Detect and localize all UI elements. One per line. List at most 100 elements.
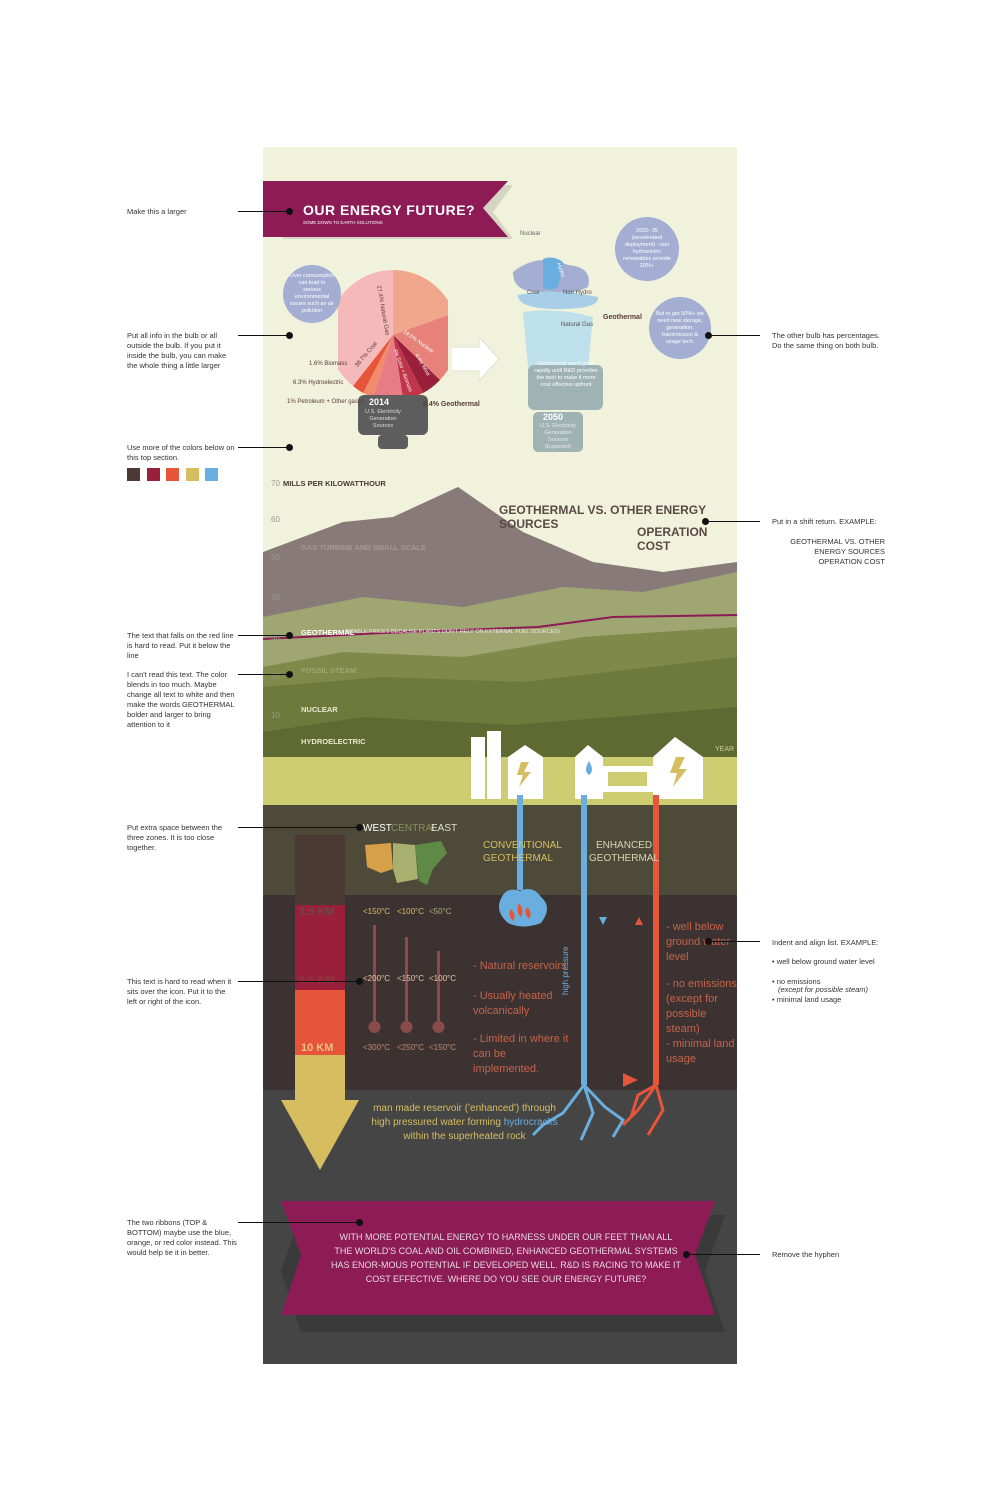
zone-west: WEST xyxy=(363,823,392,834)
leader-line xyxy=(238,635,288,636)
leader-line xyxy=(238,674,288,675)
y-tick-10: 10 xyxy=(271,711,280,720)
leader-line xyxy=(708,335,760,336)
depth-arrow xyxy=(281,835,359,1170)
swatch-orange-red xyxy=(166,468,179,481)
y-tick-70: 70 xyxy=(271,479,280,488)
bottom-ribbon-text: WITH MORE POTENTIAL ENERGY TO HARNESS UN… xyxy=(331,1232,681,1284)
bulb-2014 xyxy=(338,270,448,449)
swatch-brown xyxy=(127,468,140,481)
swatch-gold xyxy=(186,468,199,481)
poster-title: OUR ENERGY FUTURE? xyxy=(303,202,476,218)
zone-east: EAST xyxy=(431,823,458,834)
temp-top-central: <100°C xyxy=(397,907,424,916)
leader-dot xyxy=(356,1219,363,1226)
leader-dot xyxy=(286,632,293,639)
enhanced-label: ENHANCED GEOTHERMAL xyxy=(589,840,660,864)
y-tick-20: 20 xyxy=(271,672,280,681)
depth-3-5: 3.5 KM xyxy=(299,906,335,918)
leader-line xyxy=(238,981,358,982)
note-indent-item-3: • minimal land usage xyxy=(772,995,842,1004)
bulb-2014-caption: U.S. Electricity Generation Sources xyxy=(365,409,401,429)
bulb-2050 xyxy=(513,257,603,452)
label-non-hydro-2050: Non Hydro xyxy=(563,290,592,296)
band-label-fossil: FOSSIL STEAM xyxy=(301,666,357,675)
depth-10: 10 KM xyxy=(301,1042,334,1054)
enhanced-bullet-2: - no emissions (except for possible stea… xyxy=(666,978,737,1035)
bulb-2050-year: 2050 xyxy=(543,412,564,422)
label-natural-gas-2050: Natural Gas xyxy=(561,322,594,328)
temp-bottom-west: <300°C xyxy=(363,1043,390,1052)
reservoir-text-1: man made reservoir ('enhanced') through xyxy=(373,1103,556,1114)
conventional-bullet-3: - Limited in where it can be implemented… xyxy=(473,1033,569,1075)
label-nuclear-2050: Nuclear xyxy=(520,231,541,237)
temp-mid-east: <100°C xyxy=(429,974,456,983)
leader-dot xyxy=(356,978,363,985)
leader-line xyxy=(238,827,358,828)
leader-line xyxy=(705,521,760,522)
label-geothermal-2050: Geothermal xyxy=(603,314,642,321)
note-indent-item-1: • well below ground water level xyxy=(772,957,875,966)
enhanced-bullet-3: - minimal land usage xyxy=(666,1038,735,1065)
label-coal-2050: Coal xyxy=(527,290,540,296)
note-red-line: The text that falls on the red line is h… xyxy=(127,631,234,660)
note-colors: Use more of the colors below on this top… xyxy=(127,443,235,462)
temp-bottom-east: <150°C xyxy=(429,1043,456,1052)
note-indent-item-2b: (except for possible steam) xyxy=(778,985,869,994)
band-label-hydro: HYDROELECTRIC xyxy=(301,737,366,746)
swatch-blue xyxy=(205,468,218,481)
note-hard-icon: This text is hard to read when it sits o… xyxy=(127,977,232,1006)
note-other-bulb: The other bulb has percentages. Do the s… xyxy=(772,331,880,350)
reservoir-text-3: within the superheated rock xyxy=(403,1131,526,1142)
band-label-geothermal-note: (STABLE PRICES BECAUSE PLANTS DON'T RELY… xyxy=(345,629,560,635)
temp-mid-west: <200°C xyxy=(363,974,390,983)
note-indent: Indent and align list. EXAMPLE: xyxy=(772,938,879,947)
temp-mid-central: <150°C xyxy=(397,974,424,983)
bulb-2014-bubble: Over consumption can lead to serious env… xyxy=(283,265,341,323)
bottom-ribbon xyxy=(281,1201,725,1332)
chart-title-line2: OPERATION COST xyxy=(637,525,708,553)
conventional-bullet-2: - Usually heated volcanically xyxy=(473,990,553,1017)
band-label-gas: GAS TURBINE AND SMALL SCALE xyxy=(301,543,427,552)
y-tick-40: 40 xyxy=(271,593,280,602)
infographic-poster: OUR ENERGY FUTURE? SOME DOWN TO EARTH SO… xyxy=(263,147,737,1364)
power-plants xyxy=(471,731,703,799)
reservoir-hydrocracks: hydrocracks xyxy=(503,1117,558,1128)
bulb-2014-year: 2014 xyxy=(369,397,390,407)
bulb-2050-note: Geothermal won't grow rapidly until R&D … xyxy=(534,361,598,388)
bulb-2050-bubble-right: But to get 50%+ we need new storage, gen… xyxy=(649,297,711,359)
zone-central: CENTRAL xyxy=(391,823,438,834)
geothermal-cost-line xyxy=(263,614,737,640)
x-axis-year: YEAR xyxy=(715,746,735,753)
conventional-label: CONVENTIONAL GEOTHERMAL xyxy=(483,840,562,864)
conventional-bullet-1: - Natural reservoirs xyxy=(473,960,567,972)
leader-dot xyxy=(286,332,293,339)
swatch-maroon xyxy=(147,468,160,481)
temp-bottom-central: <250°C xyxy=(397,1043,424,1052)
note-bulb-info: Put all info in the bulb or all outside … xyxy=(127,331,227,370)
leader-dot xyxy=(286,208,293,215)
thermometers xyxy=(368,925,445,1033)
leader-line xyxy=(708,941,760,942)
leader-line xyxy=(238,335,288,336)
y-tick-60: 60 xyxy=(271,515,280,524)
reservoir-text-2: high pressured water forming xyxy=(371,1117,501,1128)
enhanced-bullet-1: - well below ground water level xyxy=(666,921,731,963)
bulb-2050-bubble-top: 2020- 35 (accelerated deployment) - non … xyxy=(615,217,679,281)
geothermal-pipes xyxy=(499,795,665,1141)
note-indent-item-2: • no emissions xyxy=(772,977,821,986)
note-larger: Make this a larger xyxy=(127,207,187,216)
band-label-nuclear: NUCLEAR xyxy=(301,705,338,714)
reservoir-text: man made reservoir ('enhanced') through … xyxy=(357,1102,572,1144)
note-cant-read: I can't read this text. The color blends… xyxy=(127,670,235,729)
label-geothermal-2014: 0.4% Geothermal xyxy=(423,401,480,408)
note-shift-example: GEOTHERMAL VS. OTHER ENERGY SOURCES OPER… xyxy=(790,537,885,566)
note-ribbons: The two ribbons (TOP & BOTTOM) maybe use… xyxy=(127,1218,237,1257)
y-tick-30: 30 xyxy=(271,633,280,642)
leader-line xyxy=(238,1222,358,1223)
leader-line xyxy=(238,211,288,212)
leader-dot xyxy=(356,824,363,831)
note-shift-return: Put in a shift return. EXAMPLE: xyxy=(772,517,877,526)
leader-line xyxy=(238,447,288,448)
us-map-icon xyxy=(365,841,447,885)
